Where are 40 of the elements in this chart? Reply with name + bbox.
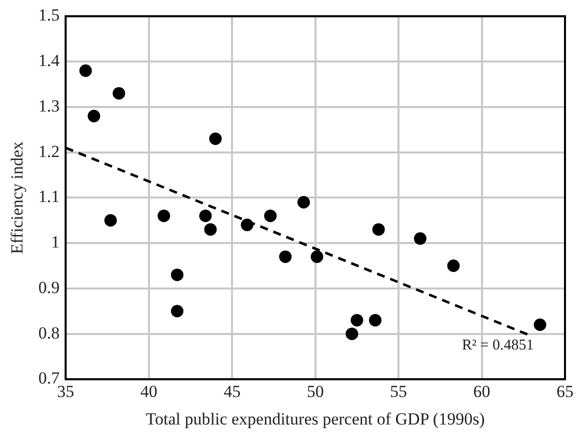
point	[310, 250, 324, 263]
point	[368, 314, 382, 326]
point	[414, 232, 426, 245]
point	[279, 250, 292, 263]
point	[88, 110, 100, 122]
point	[346, 328, 358, 340]
annotation: R² = 0.4851	[462, 338, 534, 354]
x-tick-label: 65	[556, 382, 574, 401]
x-tick-label: 45	[224, 382, 241, 401]
point	[199, 210, 212, 222]
point	[240, 218, 254, 232]
point	[104, 214, 117, 227]
y-tick-label: 1.1	[38, 187, 60, 206]
y-tick-label: 1.3	[38, 96, 60, 116]
x-tick-label: 40	[140, 382, 158, 401]
point	[204, 223, 217, 236]
point	[297, 196, 310, 208]
x-axis-title: Total public expenditures percent of GDP (1990s)	[146, 409, 485, 428]
point	[264, 210, 277, 222]
y-tick-label: 1.4	[38, 51, 60, 70]
y-tick-label: 1.2	[38, 142, 60, 161]
point	[534, 318, 546, 331]
y-tick-label: 1	[51, 232, 60, 252]
x-tick-label: 55	[390, 382, 408, 401]
y-tick-label: 0.9	[38, 278, 60, 297]
point	[170, 304, 184, 318]
point	[372, 223, 385, 236]
x-tick-label: 50	[306, 382, 324, 401]
point	[209, 132, 222, 145]
point	[350, 314, 364, 326]
point	[447, 260, 460, 272]
y-tick-label: 0.8	[38, 323, 60, 342]
x-tick-label: 60	[473, 382, 490, 401]
x-tick-label: 35	[57, 382, 74, 401]
point	[170, 268, 184, 282]
y-tick-label: 1.5	[38, 6, 60, 25]
point	[79, 64, 92, 77]
point	[158, 210, 170, 222]
y-axis-title: Efficiency index	[8, 140, 27, 254]
point	[112, 87, 126, 100]
